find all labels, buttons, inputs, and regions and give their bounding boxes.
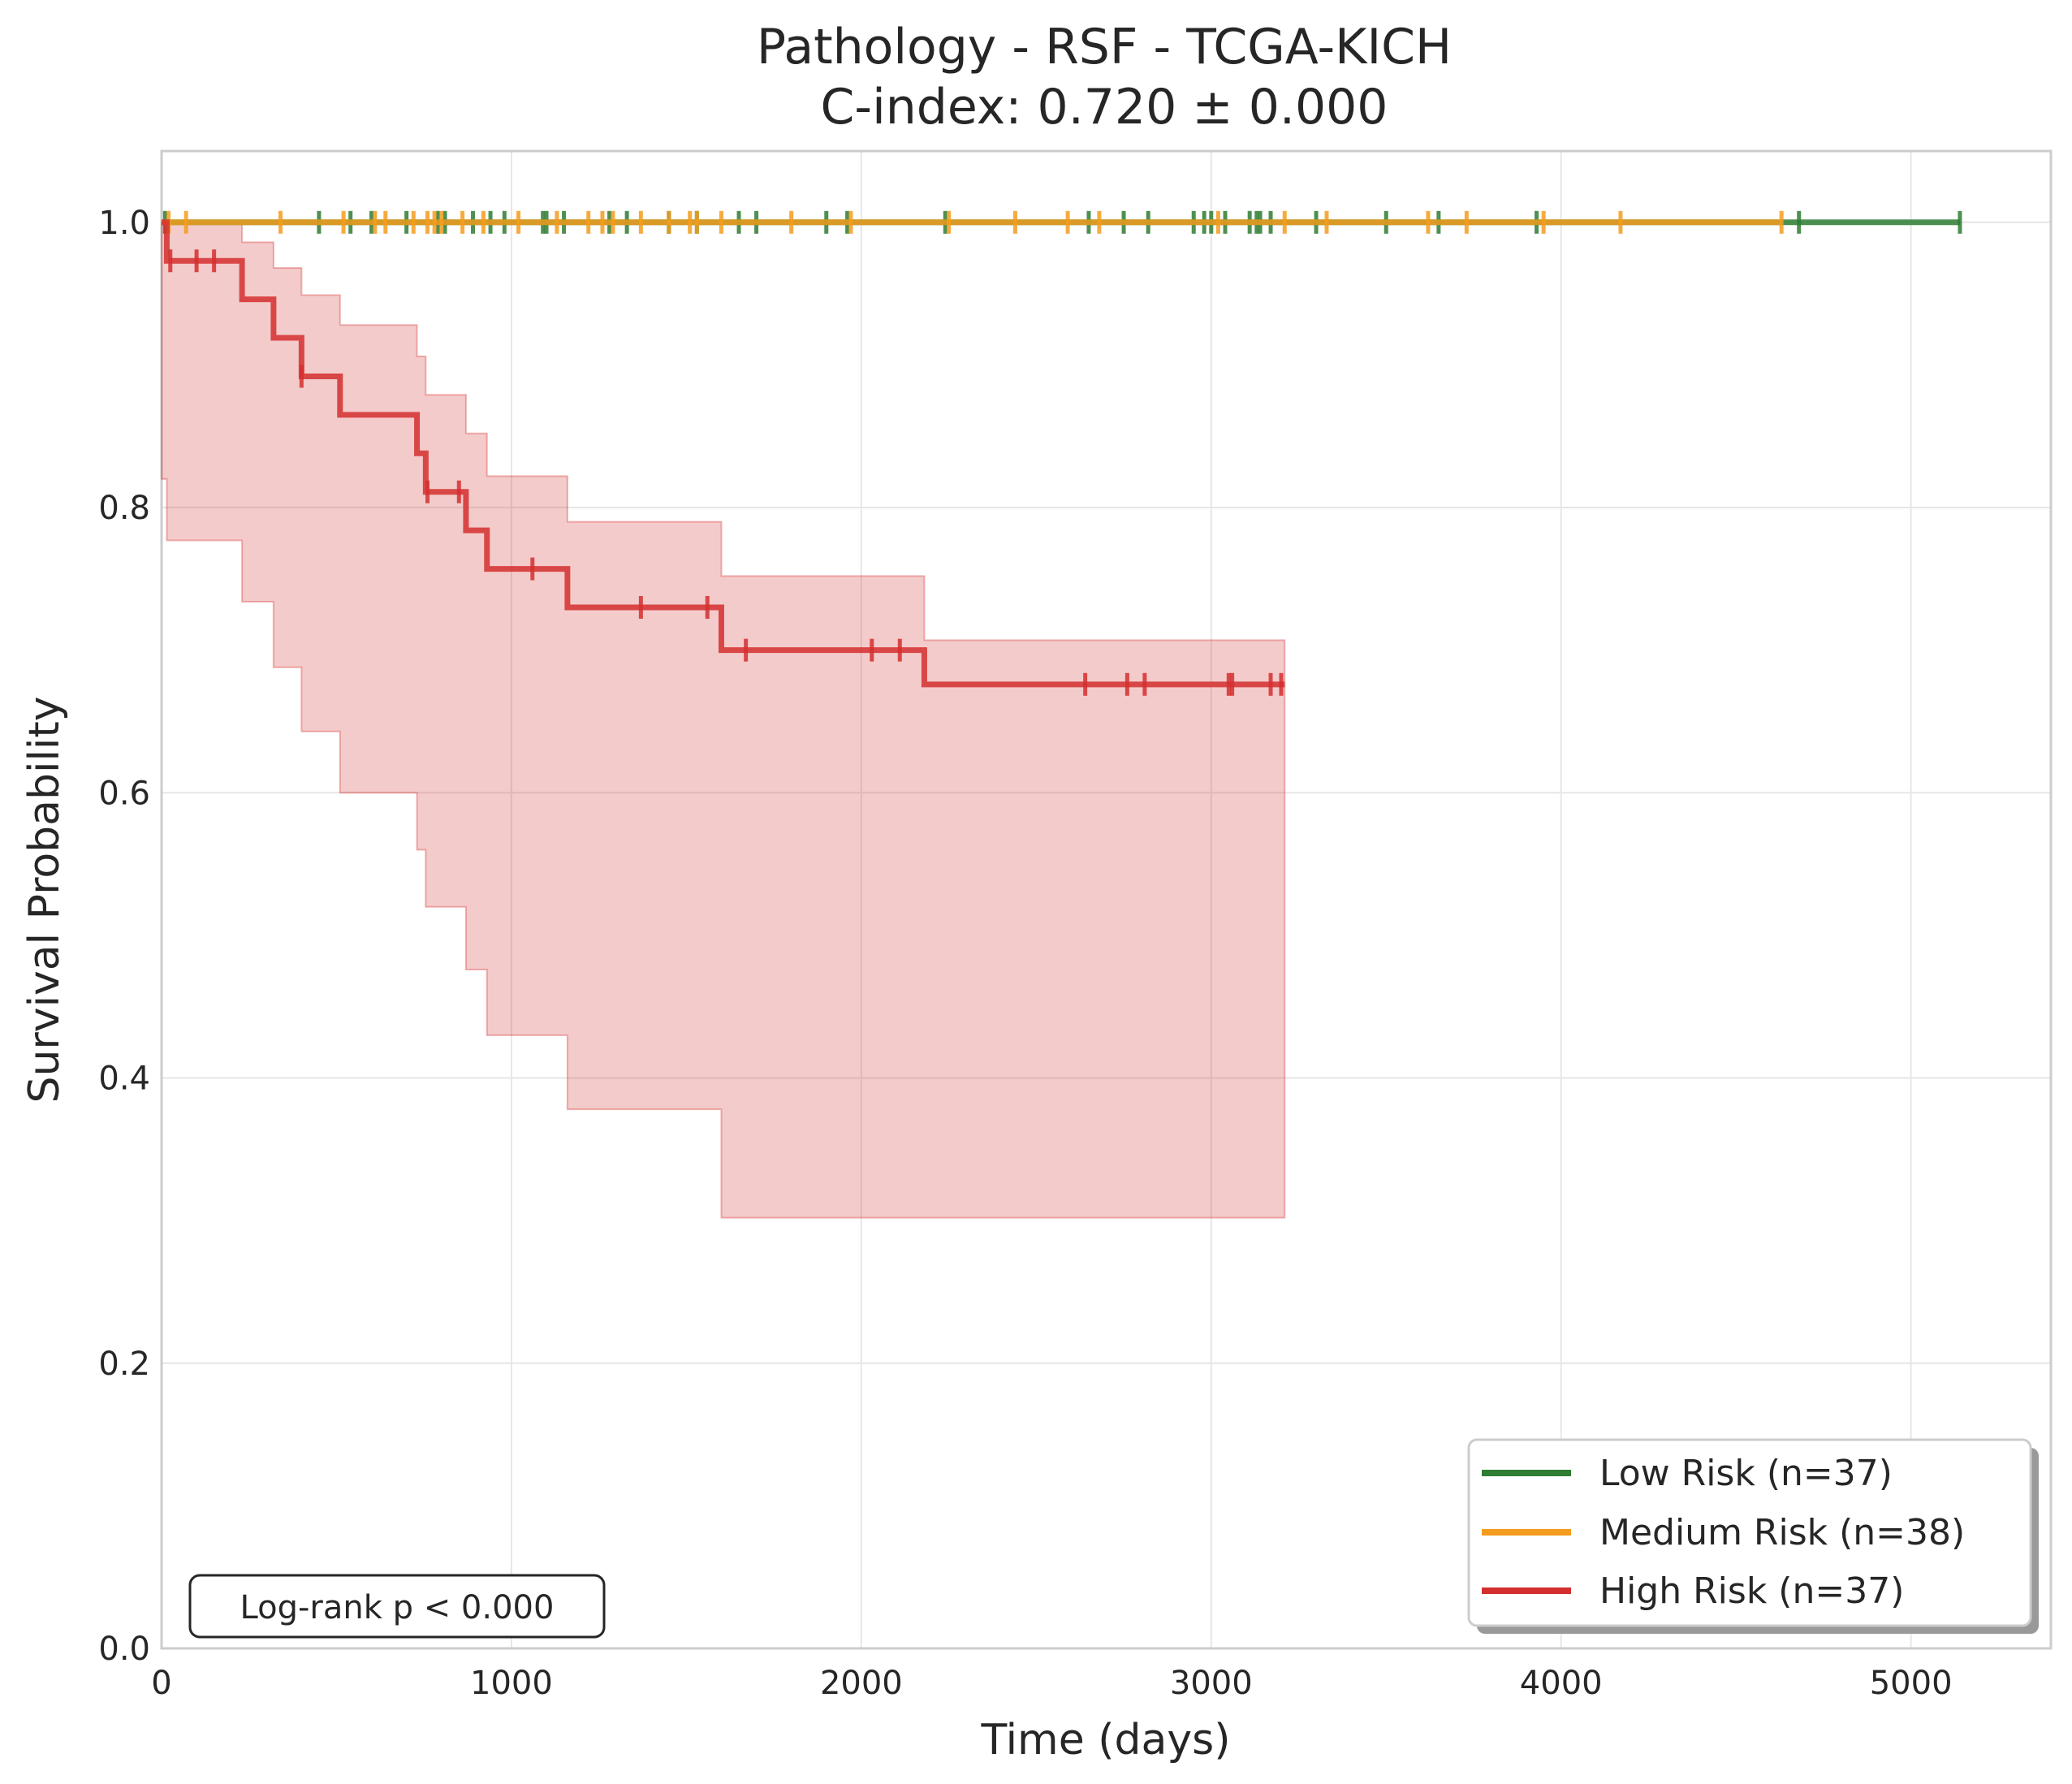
survival-curves — [162, 210, 1962, 696]
x-tick-label: 2000 — [820, 1665, 903, 1702]
confidence-bands — [161, 221, 1286, 1219]
x-tick-label: 1000 — [470, 1665, 553, 1702]
plot-area-frame — [160, 149, 2053, 1650]
legend-label-high: High Risk (n=37) — [1599, 1570, 1904, 1612]
survival-curve-2 — [162, 219, 1285, 688]
annotation-box — [188, 1574, 606, 1639]
legend-label-low: Low Risk (n=37) — [1599, 1453, 1893, 1494]
x-tick-label: 4000 — [1520, 1665, 1603, 1702]
series-2 — [162, 219, 1285, 696]
y-tick-label: 0.2 — [98, 1346, 150, 1383]
legend-label-medium: Medium Risk (n=38) — [1599, 1512, 1965, 1553]
grid-lines — [161, 151, 2051, 1649]
y-tick-label: 0.0 — [98, 1631, 150, 1668]
x-axis-label: Time (days) — [980, 1716, 1230, 1765]
chart-title-line1: Pathology - RSF - TCGA-KICH — [757, 19, 1452, 76]
x-tick-label: 5000 — [1870, 1665, 1953, 1702]
y-tick-label: 1.0 — [98, 205, 150, 242]
y-tick-label: 0.8 — [98, 490, 150, 527]
ci-band-2 — [161, 221, 1286, 1219]
y-tick-label: 0.4 — [98, 1060, 150, 1098]
annotation-text: Log-rank p < 0.000 — [240, 1589, 555, 1626]
x-tick-label: 3000 — [1170, 1665, 1253, 1702]
y-tick-label: 0.6 — [98, 775, 150, 812]
chart-title-line2: C-index: 0.720 ± 0.000 — [821, 79, 1388, 136]
y-axis-label: Survival Probability — [20, 696, 69, 1103]
log-rank-annotation: Log-rank p < 0.000 — [188, 1574, 606, 1639]
axis-ticks: 0 1000 2000 3000 4000 5000 0.0 0.2 0.4 0.6 0.8 1.0 — [98, 205, 1952, 1702]
x-tick-label: 0 — [151, 1665, 171, 1702]
legend-box — [1467, 1438, 2032, 1627]
legend: Low Risk (n=37) Medium Risk (n=38) High … — [1467, 1438, 2039, 1634]
